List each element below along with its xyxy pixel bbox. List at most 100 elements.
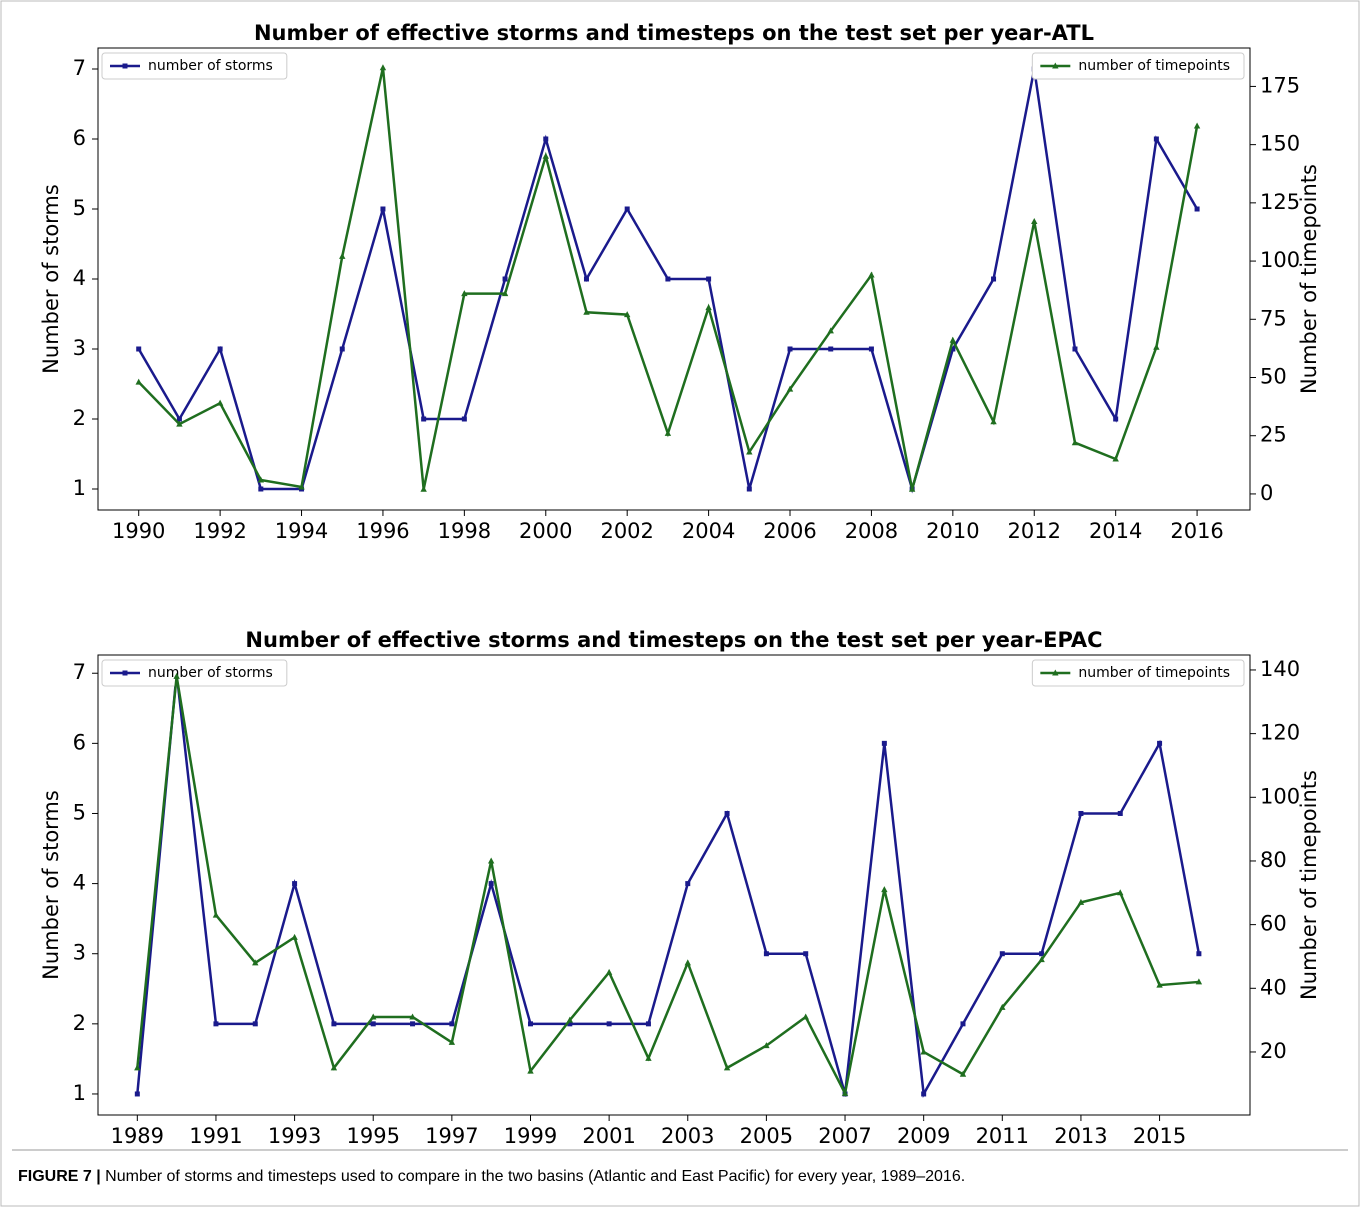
marker [567,1021,573,1027]
marker [1153,136,1159,142]
marker [803,951,809,957]
plot-frame [97,654,1251,1116]
marker [949,336,957,343]
marker [645,1054,652,1061]
legend-marker [122,63,128,69]
x-tick-label: 1999 [504,1124,557,1148]
y-tick-label: 6 [73,126,86,150]
marker [217,346,223,352]
y2-tick-label: 25 [1260,423,1287,447]
marker [606,1021,612,1027]
legend-label: number of storms [148,665,273,681]
y2-tick-label: 100 [1260,784,1300,808]
x-tick-label: 2003 [661,1124,714,1148]
marker [1117,810,1123,816]
marker [787,346,793,352]
marker [449,1021,455,1027]
marker [135,378,142,385]
y2-tick-label: 80 [1260,848,1287,872]
y-tick-label: 1 [73,1081,86,1105]
marker [583,276,589,282]
marker [623,311,631,318]
marker [410,1021,416,1027]
marker [370,1021,376,1027]
legend-frame [1031,52,1245,80]
series-line [136,673,1201,1098]
plot-frame [97,47,1251,511]
y-tick-label: 4 [73,871,86,895]
marker [1072,346,1078,352]
y-tick-label: 6 [73,730,86,754]
marker [881,740,887,746]
y2-tick-label: 100 [1260,248,1300,272]
y2-tick-label: 120 [1260,721,1300,745]
series-line [136,676,1199,1098]
marker [339,252,346,259]
marker [176,416,182,422]
marker [960,1021,966,1027]
marker [724,810,730,816]
y2-tick-label: 20 [1260,1039,1287,1063]
legend: number of timepoints [1031,52,1245,80]
marker [298,483,305,490]
marker [461,290,468,297]
x-tick-label: 2013 [1054,1124,1107,1148]
marker [706,276,712,282]
marker [950,346,956,352]
marker [920,1048,927,1055]
x-tick-label: 2010 [926,519,979,543]
y-tick-label: 2 [73,406,86,430]
legend-label: number of storms [148,58,273,74]
x-tick-label: 2004 [682,519,735,543]
marker [461,416,467,422]
marker [802,1013,809,1020]
marker [502,276,508,282]
y-tick-label: 7 [73,660,86,684]
marker [448,1038,456,1045]
marker [543,136,549,142]
marker [258,486,264,492]
marker [173,672,180,679]
marker [213,1021,219,1027]
marker [1194,206,1200,212]
legend: number of timepoints [1031,659,1245,687]
legend: number of storms [101,52,288,80]
marker [868,271,875,278]
marker [1038,956,1045,963]
marker [501,290,509,297]
marker [252,1021,258,1027]
marker [527,1067,534,1074]
x-tick-label: 2007 [818,1124,871,1148]
marker [605,968,613,975]
caption-label: FIGURE 7 | [18,1168,101,1185]
x-tick-label: 2006 [763,519,816,543]
x-tick-label: 2001 [582,1124,635,1148]
x-tick-label: 2000 [519,519,572,543]
x-tick-label: 2011 [976,1124,1029,1148]
marker [990,418,997,425]
legend: number of storms [101,659,288,687]
x-tick-label: 1992 [193,519,246,543]
marker [421,416,427,422]
marker [542,152,549,159]
marker [665,276,671,282]
marker [959,1070,967,1077]
marker [999,951,1005,957]
caption-text: Number of storms and timesteps used to c… [105,1168,965,1185]
y-axis-label: Number of storms [39,790,63,980]
marker [1112,455,1119,462]
marker [420,485,427,492]
marker [370,1013,377,1020]
marker [841,1089,849,1096]
marker [921,1091,927,1097]
x-tick-label: 1995 [346,1124,399,1148]
caption: FIGURE 7 | Number of storms and timestep… [18,1168,965,1185]
marker [1113,416,1119,422]
x-tick-label: 1994 [275,519,328,543]
marker [1031,217,1038,224]
marker [566,1016,574,1023]
x-tick-label: 1991 [189,1124,242,1148]
y2-tick-label: 140 [1260,657,1300,681]
x-tick-label: 1990 [112,519,165,543]
